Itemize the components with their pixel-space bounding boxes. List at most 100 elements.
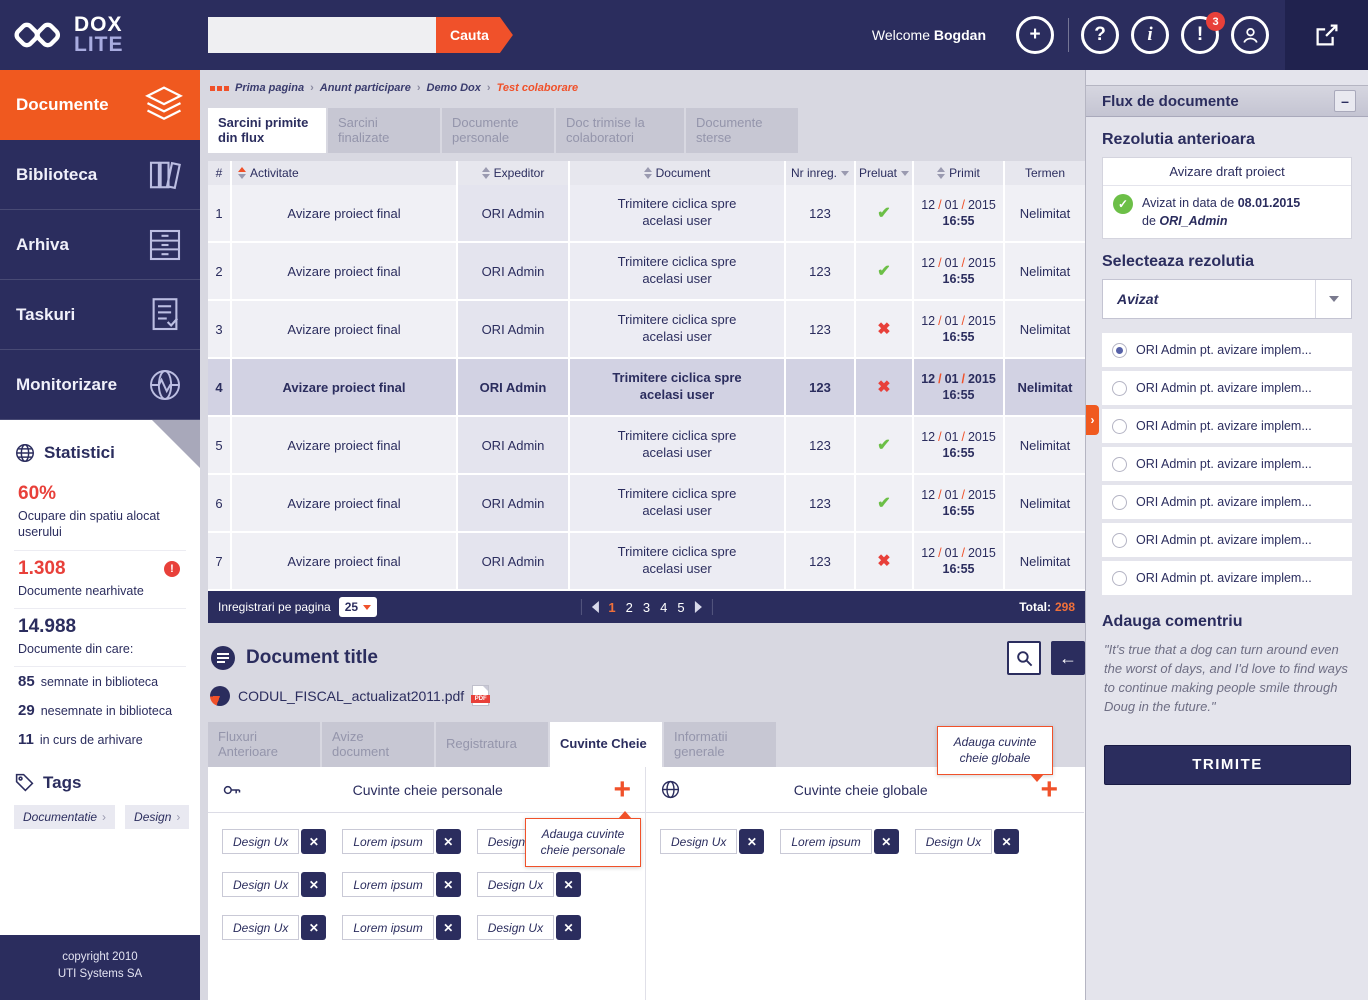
tab-sarcini-finalizate[interactable]: Sarcini finalizate xyxy=(328,108,440,153)
resolution-option[interactable]: ORI Admin pt. avizare implem... xyxy=(1102,333,1352,368)
sort-up-icon[interactable] xyxy=(643,167,652,172)
sidebar-item-arhiva[interactable]: Arhiva xyxy=(0,210,200,280)
page-number-current[interactable]: 1 xyxy=(608,599,616,615)
resolution-option[interactable]: ORI Admin pt. avizare implem... xyxy=(1102,561,1352,596)
sidebar-item-monitorizare[interactable]: Monitorizare xyxy=(0,350,200,420)
sort-up-icon[interactable] xyxy=(238,167,246,172)
remove-keyword-button[interactable]: ✕ xyxy=(301,872,327,897)
header-activitate[interactable]: Activitate xyxy=(232,161,458,185)
user-button[interactable] xyxy=(1231,16,1269,54)
sort-up-icon[interactable] xyxy=(937,167,946,172)
tab-documente-sterse[interactable]: Documente sterse xyxy=(686,108,798,153)
header-expeditor[interactable]: Expeditor xyxy=(458,161,570,185)
add-button[interactable]: + xyxy=(1016,16,1054,54)
tag-chip[interactable]: Documentatie xyxy=(14,805,116,829)
header-preluat[interactable]: Preluat xyxy=(856,161,914,185)
share-button[interactable] xyxy=(1285,0,1368,70)
logo-icon xyxy=(14,22,61,48)
tab-doc-trimise[interactable]: Doc trimise la colaboratori xyxy=(556,108,684,153)
add-global-keyword-button[interactable]: + xyxy=(1040,772,1058,806)
table-row[interactable]: 3 Avizare proiect final ORI Admin Trimit… xyxy=(208,301,1085,359)
page-number[interactable]: 2 xyxy=(625,599,633,615)
document-filename[interactable]: CODUL_FISCAL_actualizat2011.pdf xyxy=(238,687,465,704)
per-page-select[interactable]: 25 xyxy=(338,597,378,617)
tab-fluxuri-anterioare[interactable]: Fluxuri Anterioare xyxy=(208,722,320,767)
sidebar-item-label: Documente xyxy=(16,95,109,114)
breadcrumb-item[interactable]: Prima pagina xyxy=(235,82,305,94)
page-number[interactable]: 5 xyxy=(677,599,685,615)
sidebar-item-taskuri[interactable]: Taskuri xyxy=(0,280,200,350)
help-button[interactable]: ? xyxy=(1081,16,1119,54)
tab-avize-document[interactable]: Avize document xyxy=(322,722,434,767)
sort-down-icon[interactable] xyxy=(901,170,910,176)
sort-up-icon[interactable] xyxy=(481,167,490,172)
resolution-option[interactable]: ORI Admin pt. avizare implem... xyxy=(1102,447,1352,482)
minimize-button[interactable]: – xyxy=(1334,90,1356,112)
prev-page-icon[interactable] xyxy=(591,601,599,613)
sort-down-icon[interactable] xyxy=(481,174,490,179)
next-page-icon[interactable] xyxy=(694,601,702,613)
radio-icon[interactable] xyxy=(1112,380,1127,396)
radio-icon[interactable] xyxy=(1112,418,1127,434)
header-num[interactable]: # xyxy=(208,161,232,185)
add-personal-keyword-button[interactable]: + xyxy=(613,772,631,806)
remove-keyword-button[interactable]: ✕ xyxy=(556,915,582,940)
resolution-option[interactable]: ORI Admin pt. avizare implem... xyxy=(1102,371,1352,406)
remove-keyword-button[interactable]: ✕ xyxy=(556,872,582,897)
page-number[interactable]: 3 xyxy=(642,599,651,615)
tab-sarcini-primite[interactable]: Sarcini primite din flux xyxy=(208,108,326,153)
comment-text[interactable]: "It's true that a dog can turn around ev… xyxy=(1104,642,1348,714)
table-row[interactable]: 6 Avizare proiect final ORI Admin Trimit… xyxy=(208,475,1085,533)
header-termen[interactable]: Termen xyxy=(1024,166,1065,180)
breadcrumb-item[interactable]: Anunt participare xyxy=(310,82,411,94)
remove-keyword-button[interactable]: ✕ xyxy=(873,829,899,854)
tab-cuvinte-cheie[interactable]: Cuvinte Cheie xyxy=(550,722,662,767)
page-number[interactable]: 4 xyxy=(660,599,668,615)
remove-keyword-button[interactable]: ✕ xyxy=(739,829,765,854)
tab-informatii-generale[interactable]: Informatii generale xyxy=(664,722,776,767)
collapse-panel-flap[interactable]: › xyxy=(1086,405,1099,435)
header-nr-inreg[interactable]: Nr inreg. xyxy=(786,161,856,185)
sort-down-icon[interactable] xyxy=(841,170,849,176)
sort-down-icon[interactable] xyxy=(238,174,246,179)
radio-selected-icon[interactable] xyxy=(1112,342,1127,358)
table-row[interactable]: 2 Avizare proiect final ORI Admin Trimit… xyxy=(208,243,1085,301)
table-row[interactable]: 5 Avizare proiect final ORI Admin Trimit… xyxy=(208,417,1085,475)
back-button[interactable]: ← xyxy=(1051,641,1085,675)
sort-down-icon[interactable] xyxy=(937,174,946,179)
remove-keyword-button[interactable]: ✕ xyxy=(435,872,461,897)
remove-keyword-button[interactable]: ✕ xyxy=(435,829,461,854)
submit-button[interactable]: TRIMITE xyxy=(1104,744,1351,785)
sidebar-item-documente[interactable]: Documente xyxy=(0,70,200,140)
resolution-option[interactable]: ORI Admin pt. avizare implem... xyxy=(1102,409,1352,444)
remove-keyword-button[interactable]: ✕ xyxy=(301,829,327,854)
radio-icon[interactable] xyxy=(1112,570,1127,586)
search-input[interactable] xyxy=(208,17,436,53)
remove-keyword-button[interactable]: ✕ xyxy=(301,915,327,940)
sidebar-item-biblioteca[interactable]: Biblioteca xyxy=(0,140,200,210)
table-row-selected[interactable]: 4 Avizare proiect final ORI Admin Trimit… xyxy=(208,359,1085,417)
statistics-header: Statistici xyxy=(14,442,186,464)
tab-registratura[interactable]: Registratura xyxy=(436,722,548,767)
remove-keyword-button[interactable]: ✕ xyxy=(435,915,461,940)
sort-down-icon[interactable] xyxy=(643,174,652,179)
document-search-button[interactable] xyxy=(1007,641,1041,675)
resolution-option[interactable]: ORI Admin pt. avizare implem... xyxy=(1102,523,1352,558)
app-logo[interactable]: DOX LITE xyxy=(0,0,200,70)
radio-icon[interactable] xyxy=(1112,494,1127,510)
tag-chip[interactable]: Design xyxy=(125,805,190,829)
remove-keyword-button[interactable]: ✕ xyxy=(994,829,1020,854)
table-row[interactable]: 1 Avizare proiect final ORI Admin Trimit… xyxy=(208,185,1085,243)
resolution-select[interactable]: Avizat xyxy=(1102,279,1352,320)
info-button[interactable]: i xyxy=(1131,16,1169,54)
header-primit[interactable]: Primit xyxy=(914,161,1005,185)
breadcrumb-item[interactable]: Demo Dox xyxy=(417,82,481,94)
table-row[interactable]: 7 Avizare proiect final ORI Admin Trimit… xyxy=(208,533,1085,591)
tab-documente-personale[interactable]: Documente personale xyxy=(442,108,554,153)
radio-icon[interactable] xyxy=(1112,456,1127,472)
radio-icon[interactable] xyxy=(1112,532,1127,548)
search-button[interactable]: Cauta xyxy=(436,17,513,53)
alerts-button[interactable]: ! 3 xyxy=(1181,12,1225,54)
header-document[interactable]: Document xyxy=(570,161,786,185)
resolution-option[interactable]: ORI Admin pt. avizare implem... xyxy=(1102,485,1352,520)
